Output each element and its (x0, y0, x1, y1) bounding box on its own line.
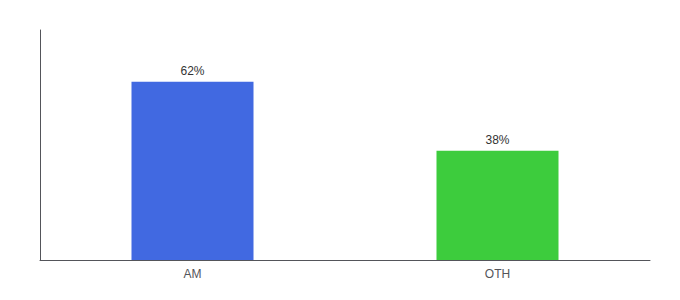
svg-text:62%: 62% (180, 64, 204, 78)
svg-text:OTH: OTH (485, 267, 510, 281)
svg-text:AM: AM (184, 267, 202, 281)
svg-text:38%: 38% (485, 133, 509, 147)
